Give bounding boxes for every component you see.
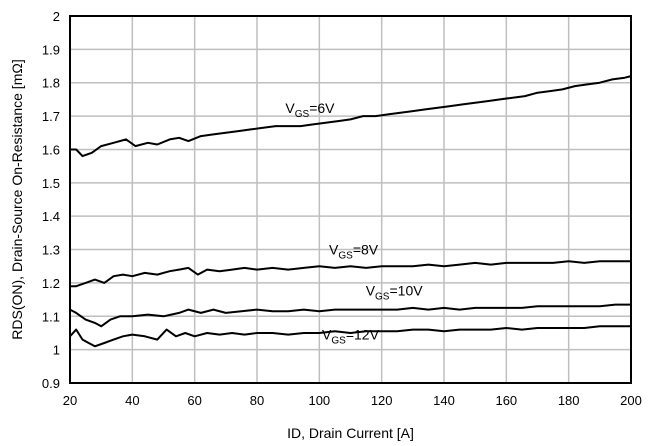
- x-tick-label: 160: [495, 393, 517, 408]
- x-tick-labels: 20 40 60 80 100 120 140 160 180 200: [63, 393, 642, 408]
- y-tick-label: 1.6: [42, 142, 60, 157]
- x-tick-label: 60: [187, 393, 201, 408]
- y-tick-label: 1: [53, 343, 60, 358]
- x-tick-label: 200: [620, 393, 642, 408]
- y-tick-label: 1.5: [42, 176, 60, 191]
- y-tick-label: 1.3: [42, 243, 60, 258]
- y-tick-label: 1.8: [42, 76, 60, 91]
- y-tick-label: 1.1: [42, 309, 60, 324]
- y-tick-label: 1.4: [42, 209, 60, 224]
- series-label-3: VGS=12V: [322, 327, 380, 347]
- y-tick-labels: 0.9 1 1.1 1.2 1.3 1.4 1.5 1.6 1.7 1.8 1.9 2: [42, 9, 60, 391]
- y-tick-label: 1.7: [42, 109, 60, 124]
- series-labels: VGS=6V VGS=8V VGS=10V VGS=12V: [285, 100, 423, 347]
- plot-frame: [69, 15, 632, 384]
- y-tick-label: 0.9: [42, 376, 60, 391]
- series-line-1: [70, 260, 631, 288]
- y-tick-label: 2: [53, 9, 60, 24]
- series-line-3: [69, 325, 631, 348]
- y-axis-label: RDS(ON), Drain-Source On-Resistance [mΩ]: [9, 59, 25, 339]
- x-tick-label: 80: [250, 393, 264, 408]
- x-tick-label: 120: [371, 393, 393, 408]
- x-tick-label: 140: [433, 393, 455, 408]
- x-tick-label: 40: [125, 393, 139, 408]
- series-line-0: [70, 75, 632, 158]
- x-tick-label: 100: [308, 393, 330, 408]
- series-label-2: VGS=10V: [366, 283, 424, 303]
- series-group: [69, 75, 632, 348]
- x-axis-label: ID, Drain Current [A]: [287, 425, 414, 441]
- y-tick-label: 1.9: [42, 42, 60, 57]
- y-tick-label: 1.2: [42, 276, 60, 291]
- series-line-2: [69, 303, 631, 328]
- series-label-1: VGS=8V: [329, 242, 379, 262]
- x-tick-label: 180: [558, 393, 580, 408]
- series-label-0: VGS=6V: [285, 100, 335, 120]
- x-tick-label: 20: [63, 393, 77, 408]
